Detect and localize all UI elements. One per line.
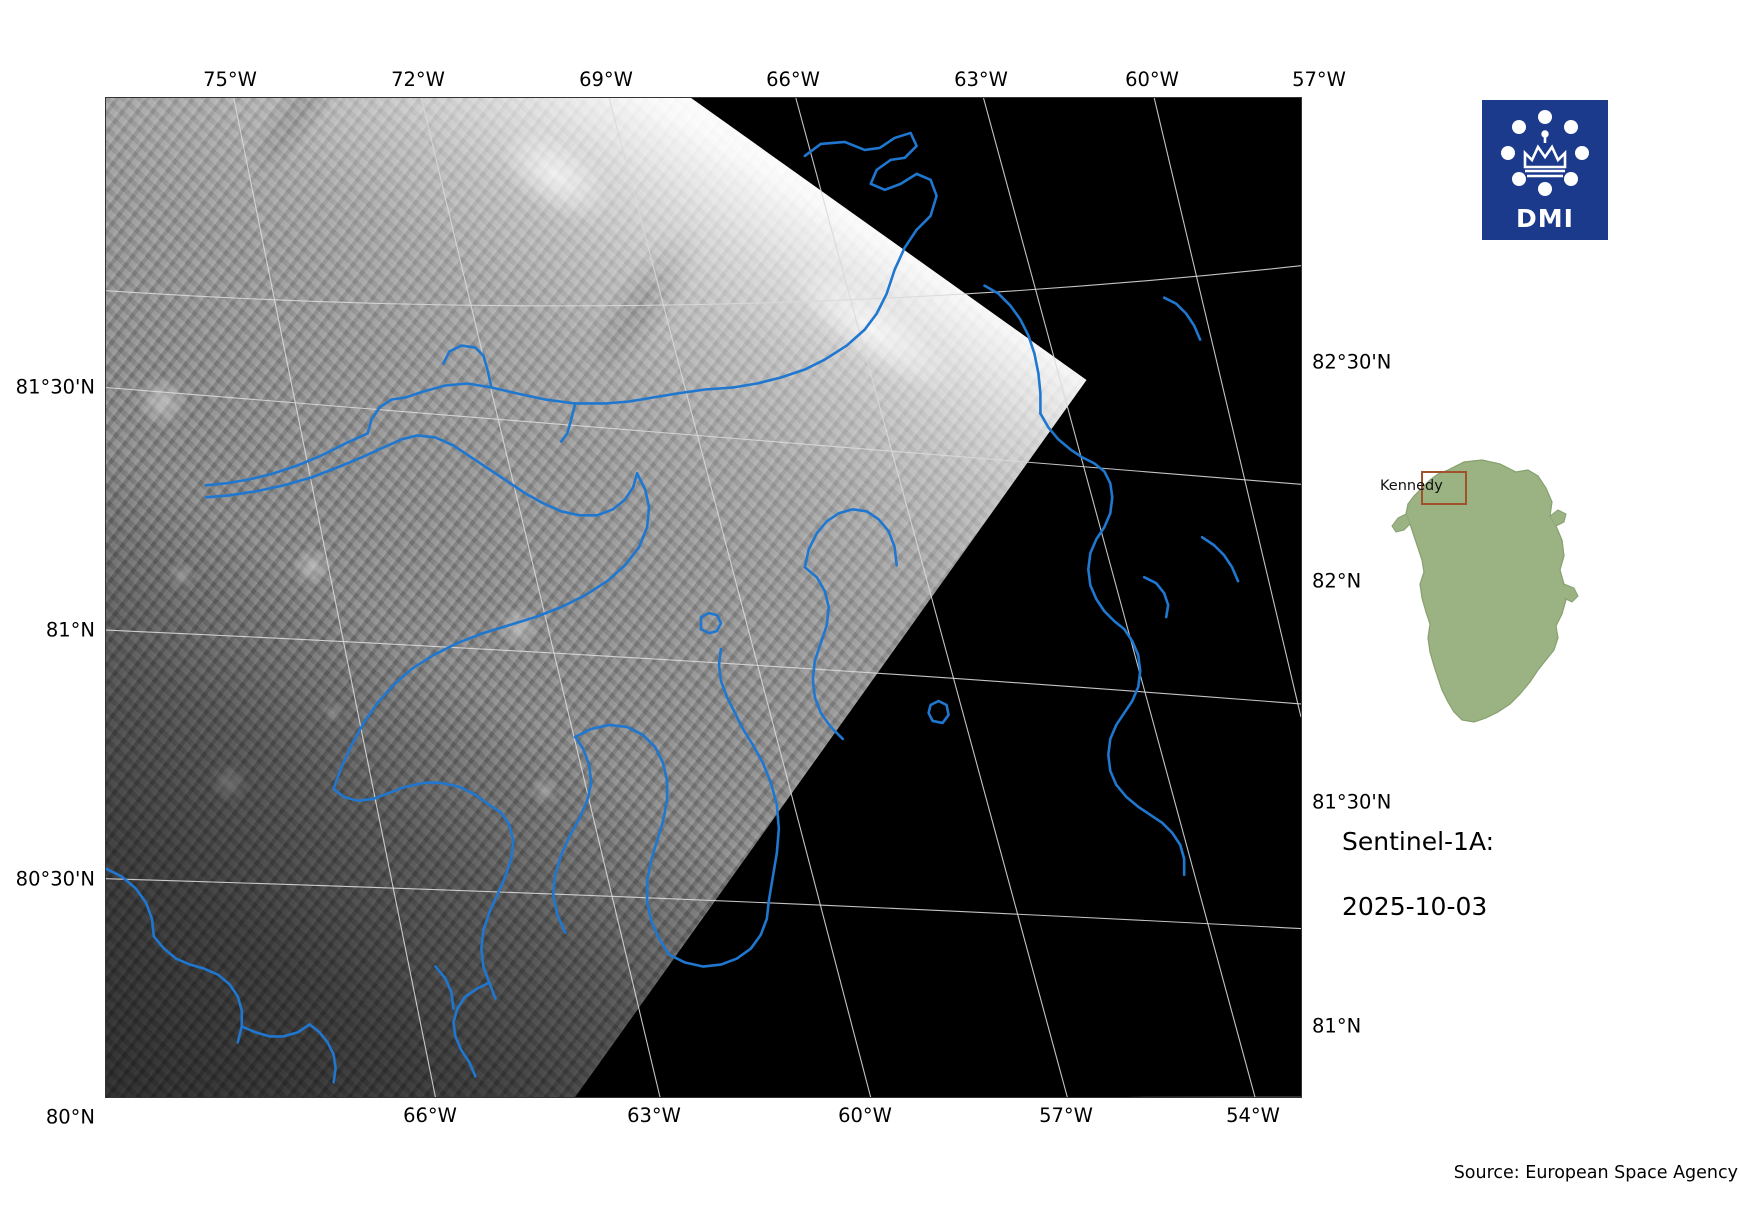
axis-tick-right: 82°N — [1312, 569, 1362, 593]
axis-tick-left: 81°N — [45, 618, 95, 642]
axis-tick-bot: 63°W — [627, 1104, 681, 1127]
sensor-caption: Sentinel-1A: — [1342, 827, 1495, 856]
axis-tick-right: 81°N — [1312, 1014, 1362, 1038]
axis-tick-top: 63°W — [954, 68, 1008, 91]
axis-tick-right: 82°30'N — [1312, 350, 1392, 374]
axis-tick-top: 72°W — [391, 68, 445, 91]
coastline-overlay — [106, 131, 1240, 1084]
map-canvas — [106, 98, 1301, 1097]
axis-tick-left: 80°N — [45, 1105, 95, 1129]
dmi-logo-text: DMI — [1516, 204, 1574, 233]
axis-tick-bot: 66°W — [403, 1104, 457, 1127]
axis-tick-top: 66°W — [766, 68, 820, 91]
axis-tick-left: 81°30'N — [15, 375, 95, 399]
sidebar: DMI Kennedy Sentinel-1A: 2025-10-03 — [1330, 0, 1740, 1215]
source-credit: Source: European Space Agency — [1453, 1163, 1738, 1183]
map-figure[interactable] — [105, 97, 1302, 1098]
axis-tick-top: 69°W — [579, 68, 633, 91]
dmi-crown-emblem — [1491, 107, 1599, 203]
axis-tick-top: 60°W — [1125, 68, 1179, 91]
axis-tick-left: 80°30'N — [15, 867, 95, 891]
axis-tick-bot: 60°W — [838, 1104, 892, 1127]
inset-region-box — [1421, 471, 1467, 505]
axis-tick-top: 57°W — [1292, 68, 1346, 91]
inset-region-label: Kennedy — [1380, 478, 1443, 494]
axis-tick-bot: 54°W — [1226, 1104, 1280, 1127]
dmi-logo[interactable]: DMI — [1482, 100, 1608, 240]
axis-tick-right: 81°30'N — [1312, 790, 1392, 814]
date-caption: 2025-10-03 — [1342, 892, 1488, 921]
axis-tick-bot: 57°W — [1039, 1104, 1093, 1127]
graticule-lines — [106, 98, 1301, 1097]
axis-tick-top: 75°W — [203, 68, 257, 91]
greenland-shape — [1391, 459, 1579, 723]
greenland-inset-map[interactable]: Kennedy — [1360, 440, 1590, 740]
